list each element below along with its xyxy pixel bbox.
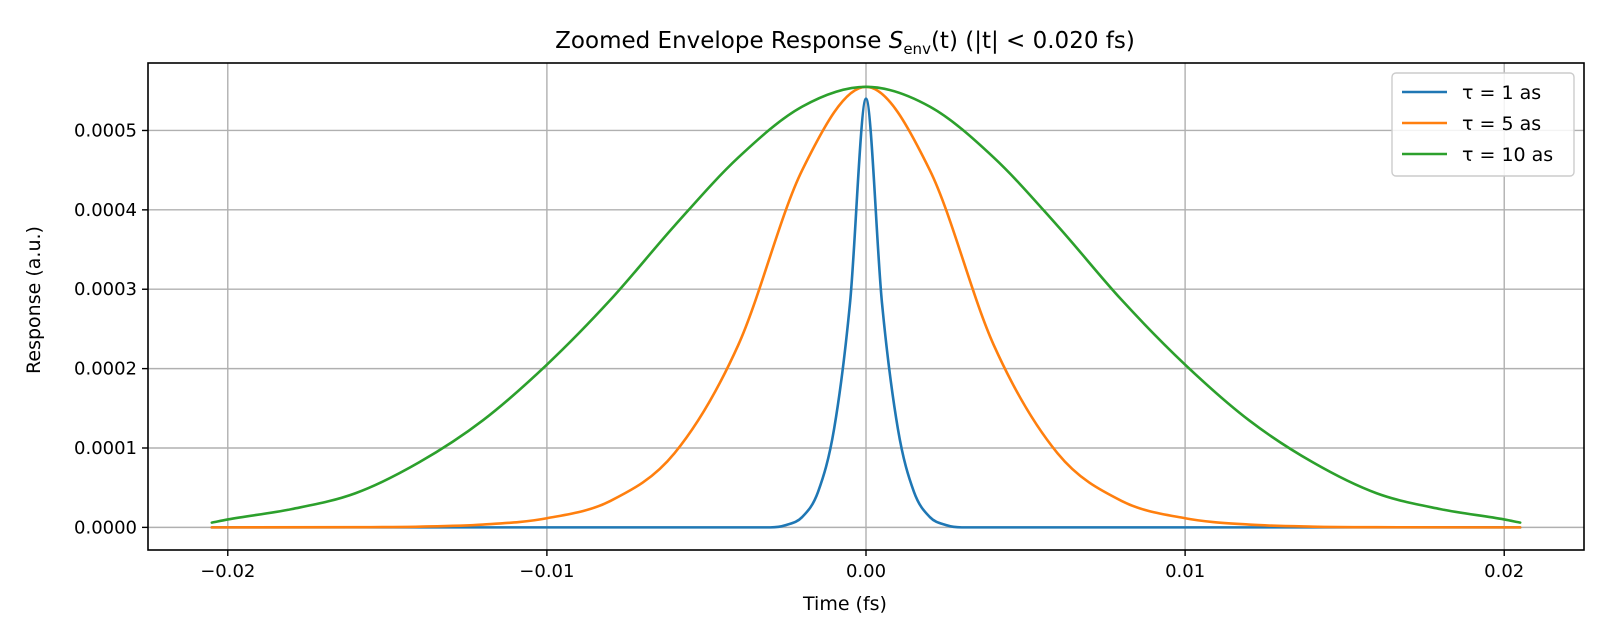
legend-label: τ = 10 as — [1462, 144, 1553, 166]
y-tick-label: 0.0003 — [74, 279, 137, 300]
x-tick-label: 0.02 — [1484, 561, 1524, 582]
series-line-1 — [210, 97, 1522, 529]
plot-lines — [210, 85, 1522, 529]
x-tick-label: −0.01 — [519, 561, 574, 582]
y-tick-label: 0.0004 — [74, 200, 137, 221]
y-axis-label: Response (a.u.) — [23, 226, 45, 374]
y-tick-label: 0.0002 — [74, 359, 137, 380]
grid — [148, 63, 1584, 550]
x-tick-label: 0.00 — [846, 561, 886, 582]
x-tick-label: −0.02 — [200, 561, 255, 582]
x-tick-label: 0.01 — [1165, 561, 1205, 582]
legend: τ = 1 as τ = 5 as τ = 10 as — [1391, 72, 1575, 177]
legend-label: τ = 5 as — [1462, 113, 1541, 135]
x-axis-label: Time (fs) — [802, 593, 887, 615]
ticks: −0.02 −0.01 0.00 0.01 0.02 0.0000 0.0001 0.0002… — [74, 120, 1524, 582]
series-line-3 — [210, 85, 1522, 524]
chart-title: Zoomed Envelope Response Senv(t) (|t| < … — [555, 28, 1135, 58]
legend-label: τ = 1 as — [1462, 82, 1541, 104]
y-tick-label: 0.0000 — [74, 517, 137, 538]
legend-box — [1391, 72, 1575, 177]
y-tick-label: 0.0001 — [74, 438, 137, 459]
y-tick-label: 0.0005 — [74, 120, 137, 141]
